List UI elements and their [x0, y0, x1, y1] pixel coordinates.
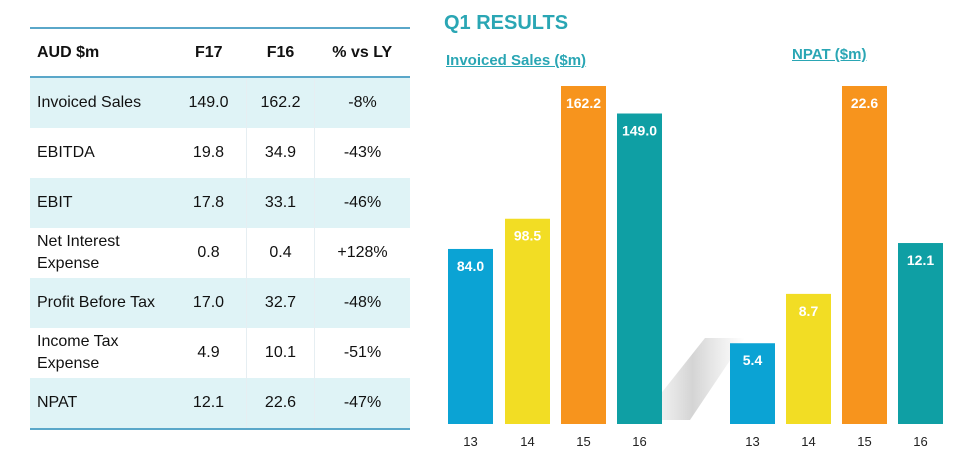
x-tick-label: 16 [632, 434, 646, 449]
data-label: 149.0 [622, 123, 657, 139]
col-header-f16: F16 [246, 27, 315, 78]
npat-chart: 5.4 13 8.7 14 22.6 15 12.1 16 [730, 86, 943, 449]
cell-pct: -8% [314, 77, 410, 128]
row-label: NPAT [30, 378, 171, 430]
table-row: NPAT 12.1 22.6 -47% [30, 378, 410, 430]
row-label: Net Interest Expense [37, 233, 120, 272]
cell-f16: 0.4 [246, 228, 315, 278]
x-tick-label: 13 [745, 434, 759, 449]
data-label: 5.4 [743, 352, 763, 368]
cell-pct: -46% [314, 178, 410, 228]
cell-f17: 12.1 [171, 378, 247, 430]
cell-f17: 4.9 [171, 328, 247, 378]
data-label: 162.2 [566, 95, 601, 111]
cell-f17: 0.8 [171, 228, 247, 278]
cell-pct: -47% [314, 378, 410, 430]
page-title: Q1 RESULTS [444, 12, 569, 34]
x-tick-label: 16 [913, 434, 927, 449]
bar-14 [786, 293, 831, 424]
row-label: Profit Before Tax [30, 278, 171, 328]
x-tick-label: 15 [857, 434, 871, 449]
cell-f17: 17.8 [171, 178, 247, 228]
cell-pct: +128% [337, 244, 388, 261]
row-label: Invoiced Sales [30, 77, 171, 128]
bar-15 [842, 86, 887, 424]
col-header-f17: F17 [171, 27, 247, 78]
row-label: Income Tax Expense [37, 333, 119, 372]
cell-f16: 22.6 [246, 378, 315, 430]
table-row: EBITDA 19.8 34.9 -43% [30, 128, 410, 178]
table-row: EBIT 17.8 33.1 -46% [30, 178, 410, 228]
bar-14 [505, 218, 550, 424]
table-row: Income Tax Expense 4.9 10.1 -51% [30, 328, 410, 378]
data-label: 22.6 [851, 95, 878, 111]
row-label: EBITDA [37, 144, 95, 161]
x-tick-label: 14 [801, 434, 815, 449]
cell-f16: 32.7 [246, 278, 315, 328]
cell-f16: 10.1 [246, 328, 315, 378]
npat-chart-title: NPAT ($m) [792, 46, 867, 63]
invoiced-sales-chart: 84.0 13 98.5 14 162.2 15 149.0 16 [448, 86, 662, 449]
col-header-pct: % vs LY [314, 27, 410, 78]
data-label: 8.7 [799, 303, 819, 319]
cell-pct: -48% [314, 278, 410, 328]
table-row: Profit Before Tax 17.0 32.7 -48% [30, 278, 410, 328]
x-tick-label: 14 [520, 434, 534, 449]
x-tick-label: 13 [463, 434, 477, 449]
cell-f17: 149.0 [171, 77, 247, 128]
table-row: Invoiced Sales 149.0 162.2 -8% [30, 77, 410, 128]
results-table: AUD $m F17 F16 % vs LY Invoiced Sales 14… [30, 27, 410, 430]
cell-pct: -43% [343, 144, 382, 161]
bar-13 [730, 343, 775, 424]
cell-f16: 34.9 [246, 128, 315, 178]
decorative-shadow [640, 338, 745, 420]
row-label: EBIT [30, 178, 171, 228]
bar-16 [898, 243, 943, 424]
table-row: Net Interest Expense 0.8 0.4 +128% [30, 228, 410, 278]
data-label: 98.5 [514, 228, 541, 244]
sales-chart-title: Invoiced Sales ($m) [446, 52, 587, 69]
x-tick-label: 15 [576, 434, 590, 449]
cell-f17: 19.8 [171, 128, 247, 178]
bar-13 [448, 248, 493, 424]
bar-16 [617, 113, 662, 425]
data-label: 84.0 [457, 258, 484, 274]
cell-f16: 33.1 [246, 178, 315, 228]
data-label: 12.1 [907, 252, 934, 268]
cell-f17: 17.0 [171, 278, 247, 328]
table-header-row: AUD $m F17 F16 % vs LY [30, 27, 410, 78]
cell-f16: 162.2 [246, 77, 315, 128]
col-header-aud: AUD $m [30, 27, 171, 78]
bar-15 [561, 86, 606, 424]
cell-pct: -51% [343, 344, 382, 361]
